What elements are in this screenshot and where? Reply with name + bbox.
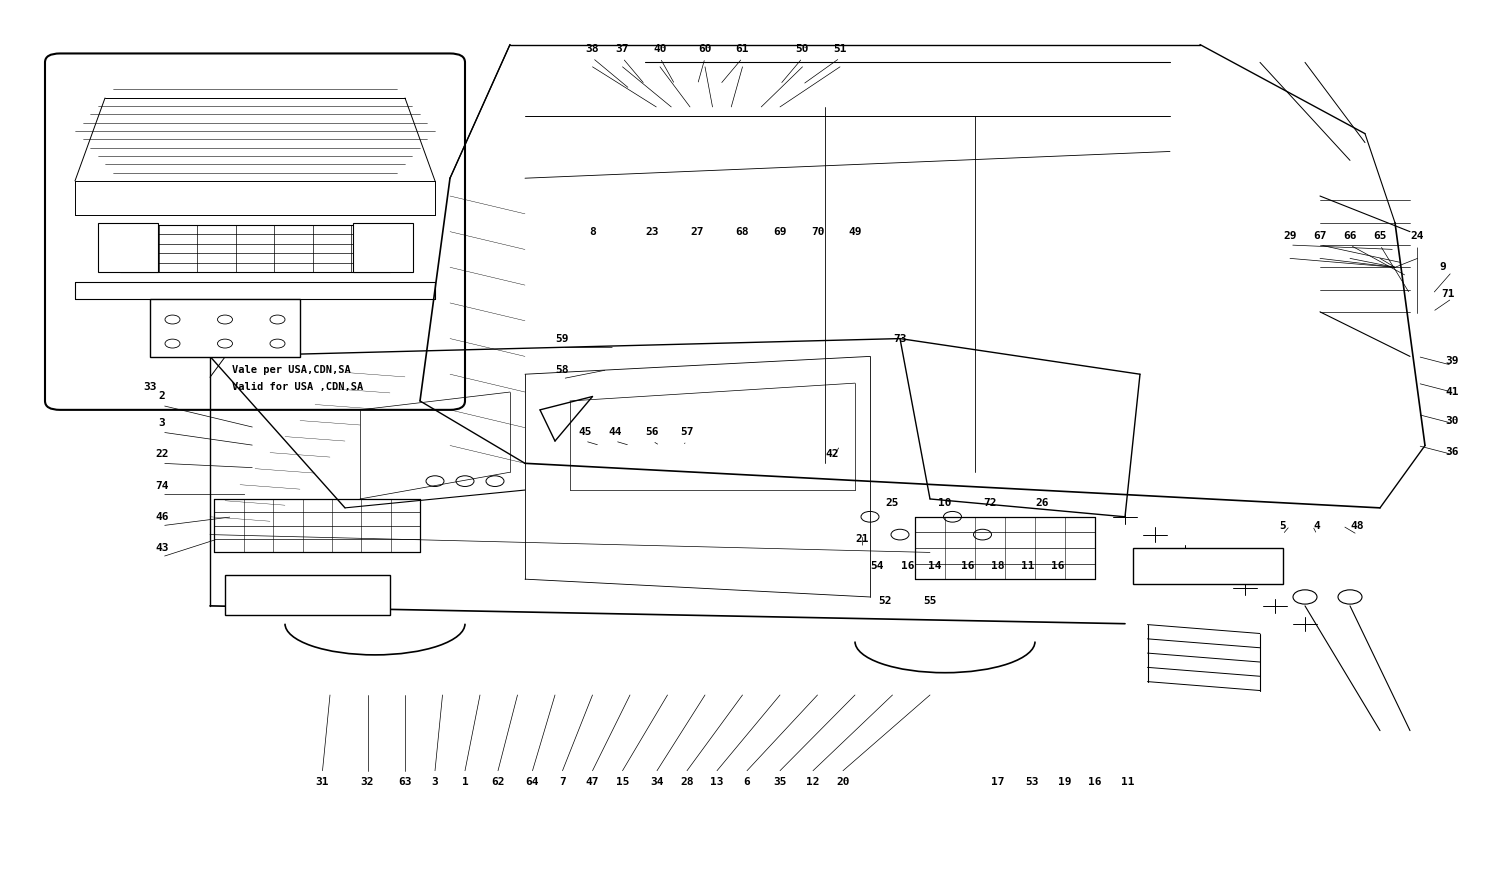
Text: 29: 29: [1282, 231, 1296, 241]
Text: 30: 30: [1446, 415, 1458, 426]
Text: 35: 35: [774, 777, 786, 788]
Text: 3: 3: [159, 418, 165, 429]
Text: 62: 62: [492, 777, 504, 788]
Text: 6: 6: [744, 777, 750, 788]
Text: 27: 27: [690, 226, 705, 237]
Text: 32: 32: [360, 777, 375, 788]
Text: 11: 11: [1020, 560, 1035, 571]
Bar: [352, 224, 413, 273]
Text: Vale per USA,CDN,SA: Vale per USA,CDN,SA: [232, 365, 351, 375]
Text: 74: 74: [156, 480, 168, 491]
Bar: [225, 575, 390, 615]
Text: 49: 49: [847, 226, 861, 237]
Text: 44: 44: [609, 427, 621, 437]
Text: 17: 17: [990, 777, 1005, 788]
Text: 15: 15: [615, 777, 630, 788]
Text: 57: 57: [680, 427, 693, 437]
Text: 4: 4: [1314, 520, 1320, 531]
Text: 2: 2: [159, 391, 165, 402]
Text: 7: 7: [560, 777, 566, 788]
Text: 11: 11: [1120, 777, 1134, 788]
Text: 45: 45: [579, 427, 591, 437]
Text: 1: 1: [462, 777, 468, 788]
Text: 22: 22: [156, 449, 168, 460]
Text: 9: 9: [1440, 262, 1446, 273]
Text: 42: 42: [827, 449, 840, 460]
Text: 47: 47: [585, 777, 598, 788]
Text: 72: 72: [984, 498, 996, 509]
Text: 34: 34: [651, 777, 663, 788]
Text: 10: 10: [939, 498, 951, 509]
Text: 43: 43: [156, 543, 168, 553]
Text: 69: 69: [774, 226, 786, 237]
Text: 31: 31: [315, 777, 330, 788]
Text: 39: 39: [1446, 356, 1458, 366]
Text: 37: 37: [615, 44, 630, 54]
Bar: [98, 224, 158, 273]
Text: 65: 65: [1374, 231, 1386, 241]
Text: 41: 41: [1446, 387, 1458, 397]
Text: 67: 67: [1314, 231, 1326, 241]
Text: 55: 55: [922, 596, 936, 607]
Text: 5: 5: [1280, 520, 1286, 531]
Text: 8: 8: [590, 226, 596, 237]
Bar: [150, 299, 300, 357]
Text: 68: 68: [735, 226, 750, 237]
Text: 33: 33: [144, 382, 156, 392]
Text: 59: 59: [555, 333, 570, 344]
Text: 48: 48: [1350, 520, 1365, 531]
Text: 16: 16: [900, 560, 914, 571]
Text: 53: 53: [1026, 777, 1038, 788]
Text: 13: 13: [711, 777, 723, 788]
Text: 58: 58: [555, 364, 570, 375]
FancyBboxPatch shape: [45, 53, 465, 410]
Text: 56: 56: [645, 427, 660, 437]
Text: 16: 16: [1050, 560, 1065, 571]
Text: 61: 61: [735, 44, 750, 54]
Text: 14: 14: [927, 560, 942, 571]
Text: 25: 25: [885, 498, 900, 509]
Text: 66: 66: [1344, 231, 1356, 241]
Text: 24: 24: [1410, 231, 1425, 241]
Text: 71: 71: [1440, 289, 1454, 299]
Text: 20: 20: [837, 777, 849, 788]
Text: 28: 28: [680, 777, 693, 788]
Text: 36: 36: [1446, 446, 1458, 457]
Text: 73: 73: [894, 333, 906, 344]
Text: 40: 40: [654, 44, 666, 54]
Text: 21: 21: [855, 534, 868, 544]
Text: 52: 52: [879, 596, 891, 607]
Text: 60: 60: [698, 44, 711, 54]
Text: 64: 64: [525, 777, 540, 788]
Text: 16: 16: [960, 560, 975, 571]
Text: 19: 19: [1059, 777, 1071, 788]
Text: 54: 54: [870, 560, 885, 571]
Text: 3: 3: [432, 777, 438, 788]
Text: 51: 51: [834, 44, 846, 54]
Text: 70: 70: [812, 226, 825, 237]
Text: 50: 50: [795, 44, 810, 54]
Bar: [1132, 548, 1282, 584]
Text: 16: 16: [1088, 777, 1101, 788]
Text: 26: 26: [1035, 498, 1050, 509]
Text: Valid for USA ,CDN,SA: Valid for USA ,CDN,SA: [232, 382, 363, 392]
Text: 38: 38: [585, 44, 598, 54]
Text: 46: 46: [156, 511, 168, 522]
Text: 63: 63: [399, 777, 411, 788]
Text: 12: 12: [807, 777, 819, 788]
Text: 18: 18: [990, 560, 1005, 571]
Text: 23: 23: [645, 226, 660, 237]
